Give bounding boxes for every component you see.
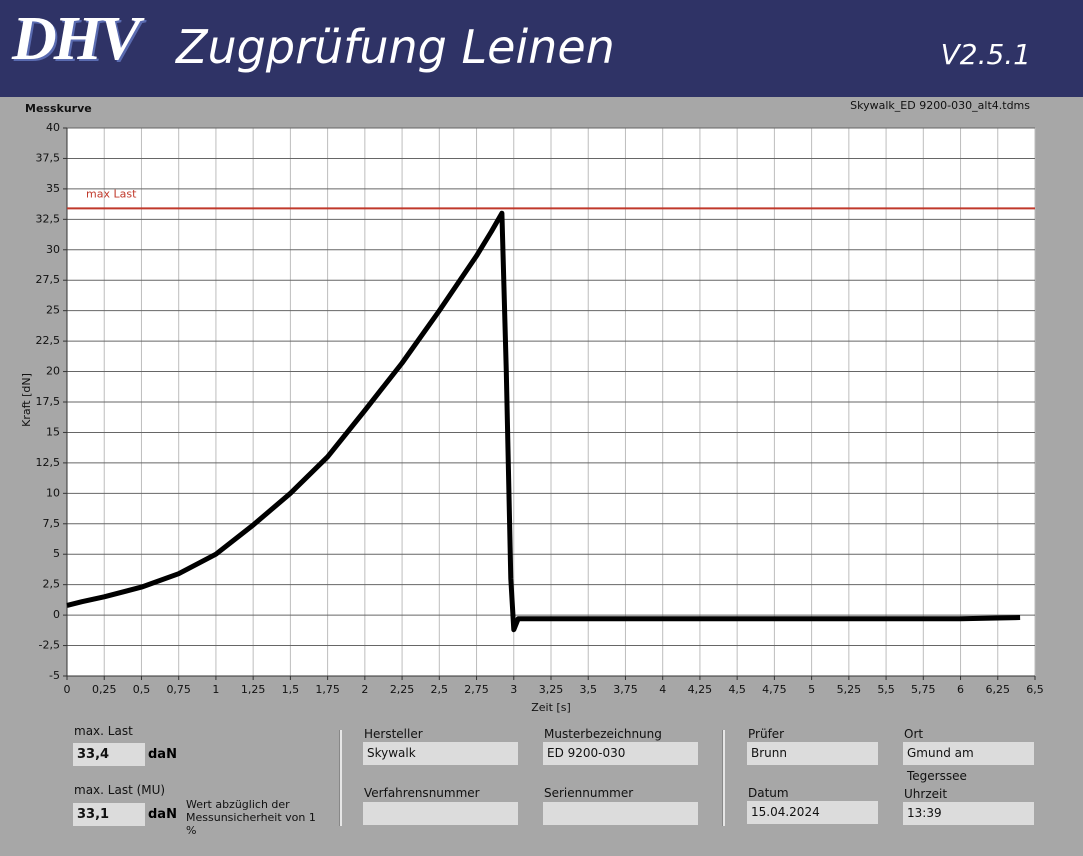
field-label: Verfahrensnummer (364, 786, 480, 800)
x-tick-label: 3,25 (539, 683, 564, 696)
y-tick-label: 10 (46, 486, 60, 499)
x-tick-label: 2,75 (464, 683, 489, 696)
y-tick-label: 20 (46, 365, 60, 378)
x-tick-label: 5 (808, 683, 815, 696)
y-tick-label: -2,5 (39, 639, 60, 652)
x-tick-label: 5,25 (837, 683, 862, 696)
header: DHV Zugprüfung Leinen V2.5.1 (0, 0, 1083, 97)
y-tick-label: 12,5 (36, 456, 61, 469)
x-tick-label: 6,5 (1026, 683, 1044, 696)
x-tick-label: 6,25 (986, 683, 1011, 696)
x-tick-label: 1 (212, 683, 219, 696)
y-tick-label: 25 (46, 304, 60, 317)
force-curve (66, 210, 1021, 633)
field-value: Brunn (747, 742, 878, 765)
field-value: 33,4 (73, 743, 145, 766)
x-tick-label: 2,25 (390, 683, 415, 696)
y-tick-label: 30 (46, 243, 60, 256)
x-tick-label: 3,5 (579, 683, 597, 696)
x-tick-label: 0,75 (166, 683, 191, 696)
file-name: Skywalk_ED 9200-030_alt4.tdms (850, 99, 1030, 112)
x-tick-label: 3,75 (613, 683, 638, 696)
field-value: Skywalk (363, 742, 518, 765)
y-tick-label: -5 (49, 669, 60, 682)
logo: DHV (12, 5, 140, 73)
x-tick-label: 1,75 (315, 683, 340, 696)
field-label: Uhrzeit (904, 787, 948, 801)
x-tick-label: 2 (361, 683, 368, 696)
y-axis-label: Kraft [dN] (20, 373, 33, 427)
field-value: ED 9200-030 (543, 742, 698, 765)
x-tick-label: 2,5 (431, 683, 449, 696)
separator (339, 730, 342, 826)
y-tick-label: 40 (46, 121, 60, 134)
y-tick-label: 5 (53, 547, 60, 560)
y-tick-label: 35 (46, 182, 60, 195)
field-label: Hersteller (364, 727, 423, 741)
y-tick-label: 7,5 (43, 517, 61, 530)
unit: daN (148, 747, 177, 762)
x-tick-label: 5,5 (877, 683, 895, 696)
separator (722, 730, 725, 826)
field-value (543, 802, 698, 825)
x-tick-label: 6 (957, 683, 964, 696)
chart: Messkurve Skywalk_ED 9200-030_alt4.tdms … (20, 99, 1044, 714)
field-label: Datum (748, 786, 789, 800)
max-load-label: max Last (86, 187, 137, 200)
x-tick-label: 1,25 (241, 683, 266, 696)
y-tick-label: 27,5 (36, 273, 61, 286)
x-tick-label: 3 (510, 683, 517, 696)
app-title: Zugprüfung Leinen (176, 20, 615, 74)
x-tick-label: 0,25 (92, 683, 117, 696)
x-tick-label: 0 (64, 683, 71, 696)
field-label: Musterbezeichnung (544, 727, 662, 741)
field-value (363, 802, 518, 825)
y-tick-label: 15 (46, 425, 60, 438)
unit: daN (148, 807, 177, 822)
x-axis-label: Zeit [s] (531, 701, 570, 714)
x-tick-label: 0,5 (133, 683, 151, 696)
version: V2.5.1 (940, 38, 1031, 71)
y-tick-label: 0 (53, 608, 60, 621)
x-tick-label: 5,75 (911, 683, 936, 696)
y-tick-label: 2,5 (43, 578, 61, 591)
field-label: max. Last (MU) (74, 783, 166, 797)
field-value: 13:39 (903, 802, 1034, 825)
field-label: Seriennummer (544, 786, 634, 800)
x-tick-label: 4,25 (688, 683, 713, 696)
field-label: max. Last (74, 724, 133, 738)
y-tick-label: 32,5 (36, 212, 61, 225)
field-value: Gmund am Tegerssee (903, 742, 1034, 783)
y-tick-label: 37,5 (36, 151, 61, 164)
x-tick-label: 4 (659, 683, 666, 696)
field-label: Ort (904, 727, 924, 741)
field-value: 15.04.2024 (747, 801, 878, 824)
note: Wert abzüglich der Messunsicherheit von … (186, 798, 316, 837)
field-value: 33,1 (73, 803, 145, 826)
field-label: Prüfer (748, 727, 785, 741)
x-tick-label: 4,75 (762, 683, 787, 696)
chart-title: Messkurve (25, 102, 92, 115)
y-tick-label: 17,5 (36, 395, 61, 408)
y-tick-label: 22,5 (36, 334, 61, 347)
x-tick-label: 4,5 (728, 683, 746, 696)
x-tick-label: 1,5 (282, 683, 300, 696)
